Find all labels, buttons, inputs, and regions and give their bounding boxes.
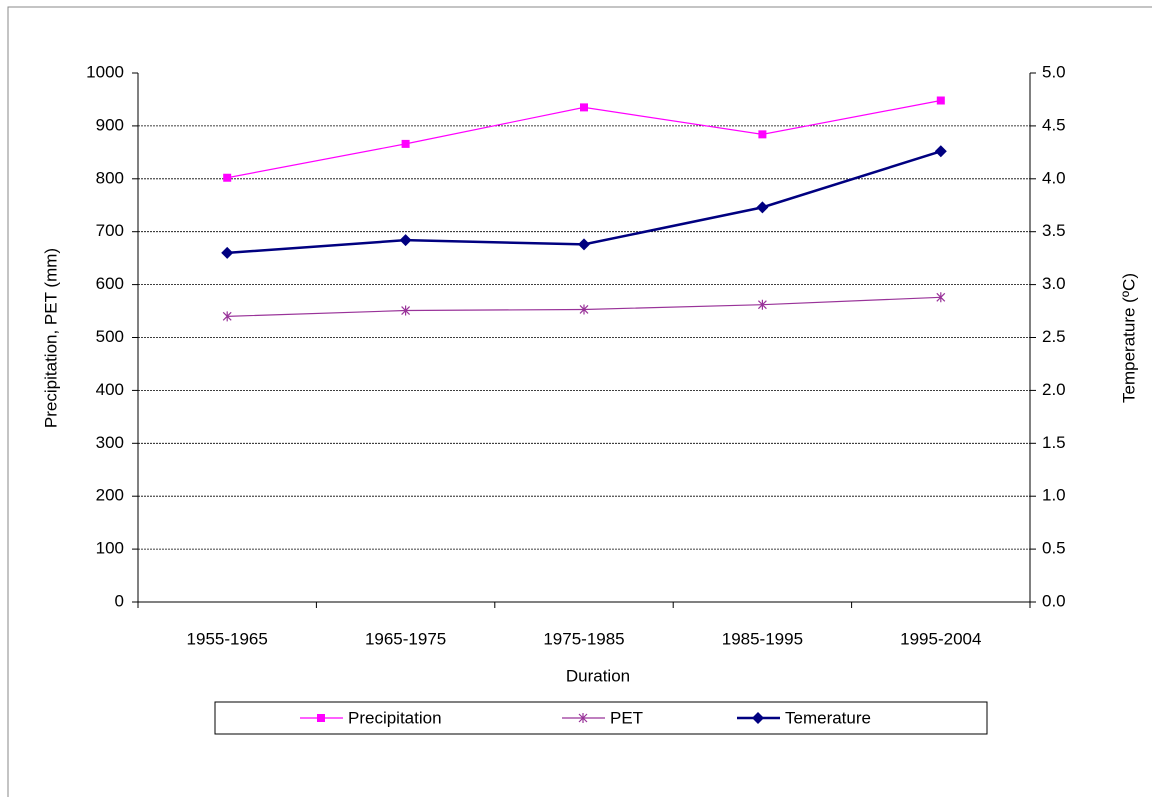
- x-tick-label: 1985-1995: [722, 629, 803, 648]
- x-tick-label: 1975-1985: [543, 629, 624, 648]
- y-tick-label: 500: [96, 327, 124, 346]
- y-tick-label: 0: [115, 591, 124, 610]
- y-tick-label: 100: [96, 539, 124, 558]
- marker: [399, 234, 412, 247]
- legend-marker: [317, 714, 325, 722]
- y-tick-label: 400: [96, 380, 124, 399]
- y-axis-label: Precipitation, PET (mm): [41, 248, 60, 428]
- y2-tick-label: 2.5: [1042, 327, 1066, 346]
- y2-tick-label: 0.0: [1042, 591, 1066, 610]
- marker: [934, 145, 947, 158]
- marker: [221, 246, 234, 259]
- legend-label: PET: [610, 708, 643, 727]
- y-tick-label: 1000: [86, 62, 124, 81]
- y-tick-label: 300: [96, 433, 124, 452]
- marker: [580, 103, 588, 112]
- marker: [756, 201, 769, 214]
- y2-tick-label: 4.5: [1042, 115, 1066, 134]
- y-tick-label: 200: [96, 486, 124, 505]
- y-tick-label: 800: [96, 168, 124, 187]
- y2-tick-label: 4.0: [1042, 168, 1066, 187]
- y2-tick-label: 1.0: [1042, 486, 1066, 505]
- marker: [579, 304, 589, 315]
- marker: [758, 130, 767, 139]
- marker: [222, 311, 232, 322]
- marker: [578, 238, 590, 251]
- legend-marker: [578, 713, 588, 723]
- marker: [401, 305, 411, 316]
- x-axis-label: Duration: [566, 666, 630, 685]
- x-tick-label: 1995-2004: [900, 629, 981, 648]
- y2-tick-label: 5.0: [1042, 62, 1066, 81]
- y2-tick-label: 2.0: [1042, 380, 1066, 399]
- chart-border: [7, 6, 1152, 797]
- y-tick-label: 600: [96, 274, 124, 293]
- marker: [936, 292, 946, 303]
- legend-marker: [752, 712, 764, 724]
- y2-axis-label: Temperature (ºC): [1119, 273, 1138, 403]
- x-tick-label: 1965-1975: [365, 629, 446, 648]
- y-tick-label: 900: [96, 115, 124, 134]
- legend-label: Precipitation: [348, 708, 442, 727]
- y2-tick-label: 3.0: [1042, 274, 1066, 293]
- marker: [401, 139, 410, 148]
- y2-tick-label: 1.5: [1042, 433, 1066, 452]
- y2-tick-label: 3.5: [1042, 221, 1066, 240]
- y-tick-label: 700: [96, 221, 124, 240]
- marker: [936, 96, 945, 105]
- legend-label: Temerature: [785, 708, 871, 727]
- marker: [223, 173, 232, 182]
- marker: [757, 299, 767, 310]
- y2-tick-label: 0.5: [1042, 539, 1066, 558]
- x-tick-label: 1955-1965: [187, 629, 268, 648]
